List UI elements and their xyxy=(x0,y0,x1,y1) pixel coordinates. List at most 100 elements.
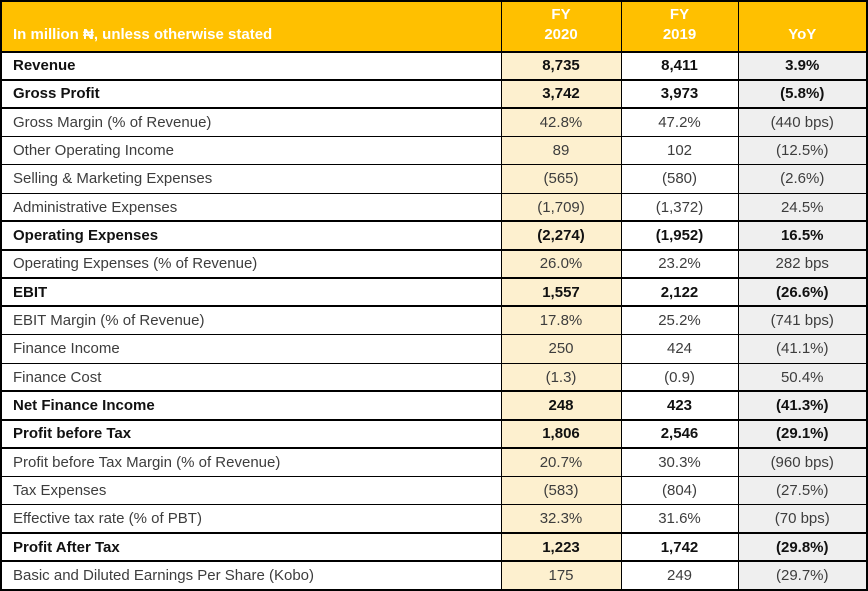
fy2019-value: 424 xyxy=(620,334,739,364)
row-label: Finance Cost xyxy=(0,362,502,392)
yoy-value: (29.1%) xyxy=(737,418,868,450)
row-label: EBIT Margin (% of Revenue) xyxy=(0,305,502,336)
fy2019-value: 47.2% xyxy=(620,107,739,137)
row-label: Effective tax rate (% of PBT) xyxy=(0,504,502,534)
row-label: Finance Income xyxy=(0,334,502,364)
table-row: Tax Expenses (583) (804) (27.5%) xyxy=(0,475,868,506)
fy2020-value: (583) xyxy=(500,475,622,506)
table-row: Gross Margin (% of Revenue) 42.8% 47.2% (44… xyxy=(0,107,868,137)
table-title: In million ₦, unless otherwise stated xyxy=(0,0,502,53)
table-row: Operating Expenses (% of Revenue) 26.0% 23… xyxy=(0,249,868,279)
yoy-value: (41.1%) xyxy=(737,334,868,364)
header-row: In million ₦, unless otherwise stated FY… xyxy=(0,0,868,53)
yoy-value: 282 bps xyxy=(737,249,868,279)
fy2019-value: (804) xyxy=(620,475,739,506)
fy2019-value: 31.6% xyxy=(620,504,739,534)
row-label: Selling & Marketing Expenses xyxy=(0,164,502,194)
yoy-value: (29.7%) xyxy=(737,560,868,591)
row-label: EBIT xyxy=(0,277,502,308)
fy2019-value: 3,973 xyxy=(620,78,739,110)
fy2019-value: (580) xyxy=(620,164,739,194)
yoy-value: (70 bps) xyxy=(737,504,868,534)
table-row: Profit before Tax Margin (% of Revenue) 2… xyxy=(0,447,868,477)
column-header-fy-2019: FY 2019 xyxy=(620,0,739,53)
table-row: Net Finance Income 248 423 (41.3%) xyxy=(0,390,868,421)
fy2020-value: (2,274) xyxy=(500,220,622,251)
yoy-value: (741 bps) xyxy=(737,305,868,336)
fy2020-value: 1,223 xyxy=(500,532,622,563)
fy2019-value: 25.2% xyxy=(620,305,739,336)
fy2020-value: 1,806 xyxy=(500,418,622,450)
fy2019-value: (0.9) xyxy=(620,362,739,392)
fy2019-value: 102 xyxy=(620,135,739,166)
table-row: EBIT 1,557 2,122 (26.6%) xyxy=(0,277,868,308)
yoy-value: (2.6%) xyxy=(737,164,868,194)
yoy-value: 3.9% xyxy=(737,50,868,81)
yoy-value: (26.6%) xyxy=(737,277,868,308)
row-label: Net Finance Income xyxy=(0,390,502,421)
fy2020-value: 250 xyxy=(500,334,622,364)
fy2020-value: 26.0% xyxy=(500,249,622,279)
fy-2020-line1: FY xyxy=(551,6,571,23)
row-label: Administrative Expenses xyxy=(0,192,502,222)
fy2019-value: (1,952) xyxy=(620,220,739,251)
fy2020-value: (1.3) xyxy=(500,362,622,392)
row-label: Gross Profit xyxy=(0,78,502,110)
row-label: Gross Margin (% of Revenue) xyxy=(0,107,502,137)
fy-2020-line2: 2020 xyxy=(544,26,578,44)
table-row: Revenue 8,735 8,411 3.9% xyxy=(0,50,868,81)
row-label: Profit before Tax Margin (% of Revenue) xyxy=(0,447,502,477)
fy2019-value: 2,546 xyxy=(620,418,739,450)
fy2019-value: 2,122 xyxy=(620,277,739,308)
fy2020-value: 1,557 xyxy=(500,277,622,308)
fy2020-value: 17.8% xyxy=(500,305,622,336)
fy2020-value: 42.8% xyxy=(500,107,622,137)
fy2019-value: 1,742 xyxy=(620,532,739,563)
yoy-label: YoY xyxy=(788,26,817,44)
yoy-value: 16.5% xyxy=(737,220,868,251)
fy-2019-line2: 2019 xyxy=(662,26,697,44)
fy2020-value: 3,742 xyxy=(500,78,622,110)
table-row: Finance Cost (1.3) (0.9) 50.4% xyxy=(0,362,868,392)
table-row: Other Operating Income 89 102 (12.5%) xyxy=(0,135,868,166)
fy2020-value: 8,735 xyxy=(500,50,622,81)
yoy-value: (440 bps) xyxy=(737,107,868,137)
table-row: Administrative Expenses (1,709) (1,372) 24.… xyxy=(0,192,868,222)
fy2019-value: 8,411 xyxy=(620,50,739,81)
yoy-value: (29.8%) xyxy=(737,532,868,563)
yoy-value: (5.8%) xyxy=(737,78,868,110)
row-label: Revenue xyxy=(0,50,502,81)
row-label: Other Operating Income xyxy=(0,135,502,166)
fy2019-value: 249 xyxy=(620,560,739,591)
fy2020-value: 32.3% xyxy=(500,504,622,534)
row-label: Tax Expenses xyxy=(0,475,502,506)
row-label: Profit before Tax xyxy=(0,418,502,450)
yoy-value: 50.4% xyxy=(737,362,868,392)
yoy-value: (41.3%) xyxy=(737,390,868,421)
table-header: In million ₦, unless otherwise stated FY… xyxy=(0,0,868,53)
column-header-yoy: YoY xyxy=(737,0,868,53)
row-label: Basic and Diluted Earnings Per Share (Ko… xyxy=(0,560,502,591)
table-body: Revenue 8,735 8,411 3.9% Gross Profit 3,742 3,… xyxy=(0,50,868,591)
row-label: Operating Expenses (% of Revenue) xyxy=(0,249,502,279)
table-row: Gross Profit 3,742 3,973 (5.8%) xyxy=(0,78,868,110)
table-row: Profit before Tax 1,806 2,546 (29.1%) xyxy=(0,418,868,450)
table-row: EBIT Margin (% of Revenue) 17.8% 25.2% (741… xyxy=(0,305,868,336)
fy2020-value: (1,709) xyxy=(500,192,622,222)
yoy-value: (12.5%) xyxy=(737,135,868,166)
table-row: Operating Expenses (2,274) (1,952) 16.5% xyxy=(0,220,868,251)
table-row: Basic and Diluted Earnings Per Share (Ko… xyxy=(0,560,868,591)
row-label: Profit After Tax xyxy=(0,532,502,563)
yoy-value: (27.5%) xyxy=(737,475,868,506)
table-row: Finance Income 250 424 (41.1%) xyxy=(0,334,868,364)
column-header-fy-2020: FY 2020 xyxy=(500,0,622,53)
yoy-value: 24.5% xyxy=(737,192,868,222)
fy2020-value: 20.7% xyxy=(500,447,622,477)
fy2019-value: 23.2% xyxy=(620,249,739,279)
fy-2019-line1: FY xyxy=(669,6,690,23)
table-row: Profit After Tax 1,223 1,742 (29.8%) xyxy=(0,532,868,563)
row-label: Operating Expenses xyxy=(0,220,502,251)
fy2020-value: (565) xyxy=(500,164,622,194)
